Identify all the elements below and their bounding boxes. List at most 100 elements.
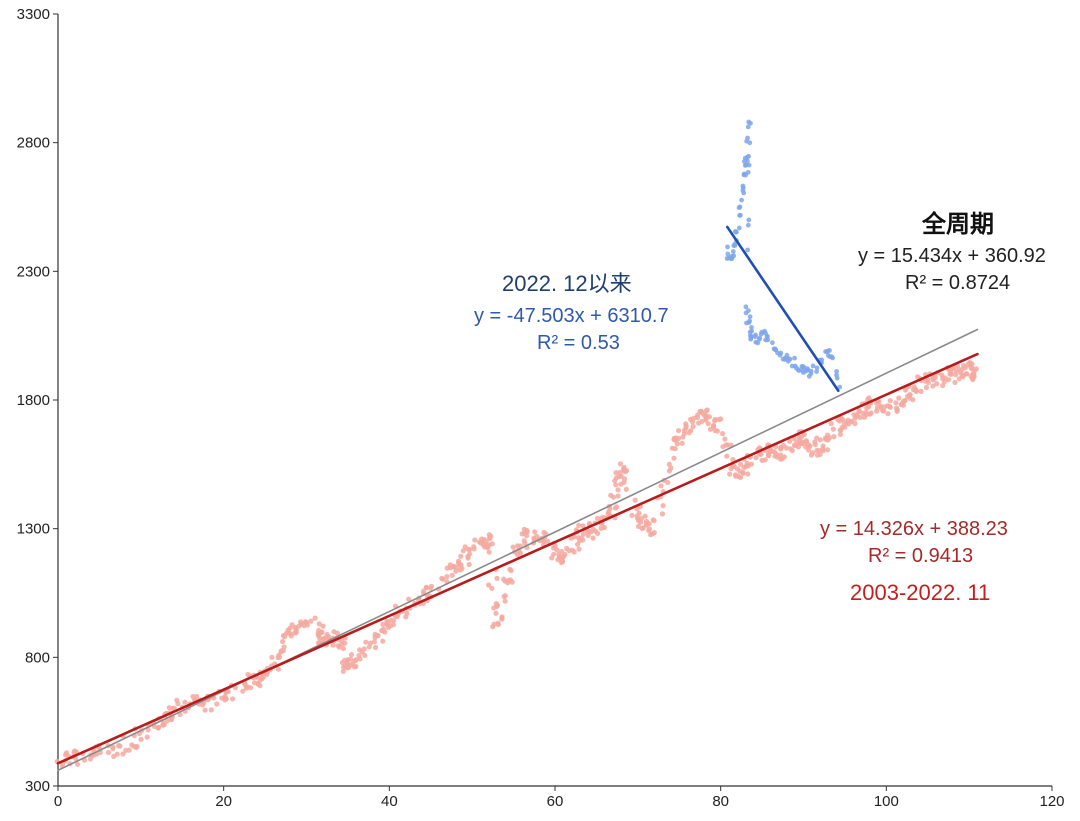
historical-point [960, 374, 966, 380]
historical-point [741, 465, 747, 471]
historical-point [852, 421, 858, 427]
historical-point [650, 517, 656, 523]
historical-point [854, 412, 860, 418]
historical-point [580, 523, 586, 529]
historical-point [753, 455, 759, 461]
historical-point [223, 696, 229, 702]
historical-point [576, 522, 582, 529]
historical-point [666, 461, 672, 467]
historical-point [942, 375, 948, 381]
historical-point [918, 388, 924, 394]
historical-point [769, 448, 775, 454]
historical-point [501, 576, 507, 582]
recent-point [745, 222, 751, 228]
recent-point [748, 335, 754, 340]
historical-point [817, 437, 824, 443]
historical-point [202, 707, 208, 713]
historical-point [814, 447, 820, 454]
historical-point [676, 428, 682, 434]
historical-point [864, 405, 870, 411]
recent-point [759, 329, 765, 335]
historical-point [483, 538, 489, 545]
recent-point [775, 350, 780, 356]
historical-point [699, 418, 705, 424]
recent-point [830, 355, 835, 361]
historical-point [551, 551, 557, 557]
historical-point [748, 461, 755, 467]
historical-point [970, 376, 976, 383]
historical-point [303, 619, 309, 625]
historical-point [588, 529, 594, 535]
recent-point [746, 308, 751, 313]
historical-point [380, 638, 386, 644]
historical-point [706, 414, 713, 420]
historical-point [243, 685, 249, 691]
historical-point [745, 471, 751, 477]
recent-scatter-series [724, 119, 843, 390]
historical-point [275, 666, 282, 672]
historical-point [672, 446, 678, 452]
historical-point [837, 418, 843, 424]
historical-point [934, 381, 940, 387]
recent-point [787, 356, 793, 362]
historical-point [615, 493, 621, 499]
recent-point [749, 325, 754, 330]
historical-point [617, 469, 623, 475]
historical-point [261, 674, 267, 680]
recent-point [773, 346, 778, 352]
historical-point [576, 546, 582, 552]
historical-point [773, 451, 780, 457]
historical-point [519, 531, 525, 537]
historical-point [639, 525, 645, 532]
historical-point [712, 418, 718, 424]
historical-point [659, 511, 666, 517]
recent-point [725, 244, 730, 250]
historical-point [144, 734, 150, 740]
recent-point [737, 213, 742, 218]
historical-point [730, 463, 736, 469]
historical-point [510, 544, 516, 550]
recent-point [740, 185, 746, 191]
historical-point [476, 539, 483, 545]
historical-point [339, 638, 345, 644]
historical-point [105, 749, 112, 756]
historical-point [598, 525, 604, 532]
historical-point [658, 483, 664, 489]
historical-point [524, 529, 530, 535]
historical-point [285, 627, 291, 633]
historical-point [556, 551, 562, 557]
historical-point [423, 584, 430, 591]
historical-point [724, 453, 730, 459]
historical-point [683, 423, 689, 429]
historical-point [367, 640, 374, 646]
trendlines [56, 225, 979, 772]
y-tick-label: 1800 [17, 392, 50, 409]
historical-point [372, 644, 379, 651]
historical-point [428, 583, 435, 589]
historical-point [580, 531, 587, 537]
historical-point [612, 478, 618, 484]
historical-point [87, 756, 93, 762]
historical-trend-r2: R² = 0.9413 [868, 545, 974, 567]
recent-point [741, 159, 747, 164]
historical-point [940, 383, 946, 389]
historical-point [467, 546, 473, 553]
historical-point [110, 744, 116, 750]
historical-point [923, 384, 930, 391]
historical-point [688, 428, 694, 434]
full-period-trendline [57, 328, 979, 772]
recent-point [749, 328, 755, 334]
historical-point [315, 632, 321, 638]
historical-point [126, 747, 132, 753]
historical-point [460, 548, 466, 554]
historical-point [798, 434, 804, 440]
historical-point [925, 377, 931, 383]
recent-point [824, 349, 830, 354]
historical-point [280, 638, 286, 645]
historical-point [472, 537, 478, 543]
recent-trend-equation: y = -47.503x + 6310.7 [474, 305, 669, 327]
historical-point [502, 593, 508, 599]
historical-scatter-series [54, 360, 979, 769]
historical-point [316, 627, 322, 633]
